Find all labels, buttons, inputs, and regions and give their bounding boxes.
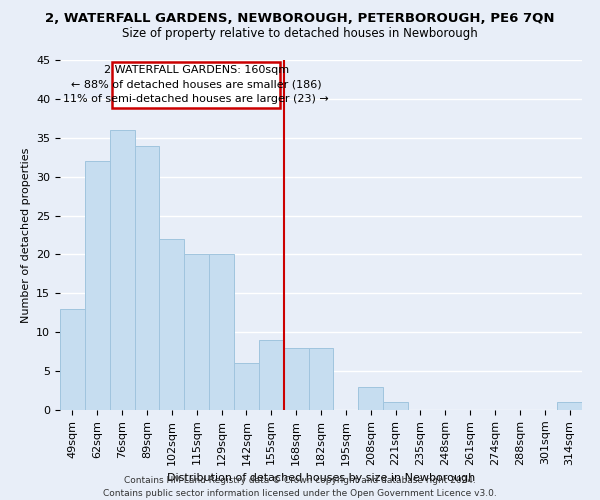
Bar bbox=[60, 309, 85, 410]
Bar bbox=[85, 161, 110, 410]
Bar bbox=[383, 402, 408, 410]
Bar bbox=[234, 364, 259, 410]
Bar bbox=[160, 239, 184, 410]
Bar bbox=[308, 348, 334, 410]
Bar bbox=[110, 130, 134, 410]
Bar bbox=[259, 340, 284, 410]
X-axis label: Distribution of detached houses by size in Newborough: Distribution of detached houses by size … bbox=[167, 473, 475, 483]
Text: Contains HM Land Registry data © Crown copyright and database right 2024.
Contai: Contains HM Land Registry data © Crown c… bbox=[103, 476, 497, 498]
Bar bbox=[184, 254, 209, 410]
Bar bbox=[209, 254, 234, 410]
FancyBboxPatch shape bbox=[112, 62, 280, 108]
Bar bbox=[284, 348, 308, 410]
Text: 2, WATERFALL GARDENS, NEWBOROUGH, PETERBOROUGH, PE6 7QN: 2, WATERFALL GARDENS, NEWBOROUGH, PETERB… bbox=[45, 12, 555, 26]
Y-axis label: Number of detached properties: Number of detached properties bbox=[20, 148, 31, 322]
Text: Size of property relative to detached houses in Newborough: Size of property relative to detached ho… bbox=[122, 28, 478, 40]
Text: 2 WATERFALL GARDENS: 160sqm
← 88% of detached houses are smaller (186)
11% of se: 2 WATERFALL GARDENS: 160sqm ← 88% of det… bbox=[63, 66, 329, 104]
Bar bbox=[358, 386, 383, 410]
Bar bbox=[557, 402, 582, 410]
Bar bbox=[134, 146, 160, 410]
